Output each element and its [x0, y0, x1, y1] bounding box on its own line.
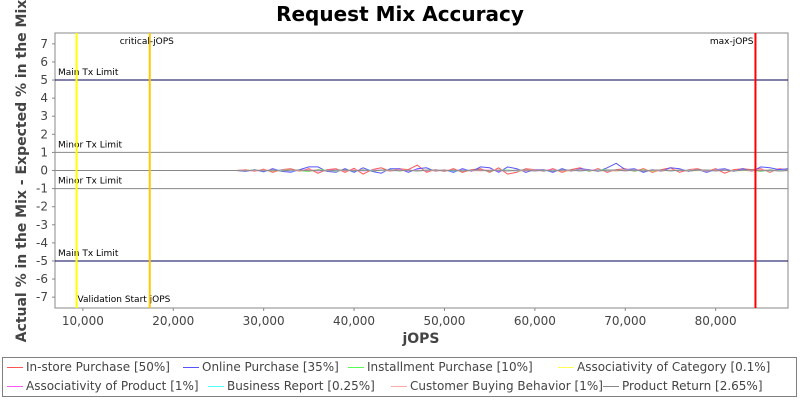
legend-item-installment-purchase-10: Installment Purchase [10%] — [348, 358, 533, 376]
x-axis-label: jOPS — [401, 331, 439, 347]
legend-item-associativity-of-category-0-1: Associativity of Category [0.1%] — [558, 358, 770, 376]
series-line-product-return-2-65 — [55, 169, 789, 172]
x-tick-label: 60,000 — [514, 314, 556, 328]
y-tick-label: 1 — [40, 145, 48, 159]
legend-item-in-store-purchase-50: In-store Purchase [50%] — [7, 358, 170, 376]
legend-swatch — [391, 386, 407, 387]
legend-label: Installment Purchase [10%] — [367, 360, 533, 374]
y-tick-label: -4 — [36, 236, 48, 250]
y-tick-label: 0 — [40, 164, 48, 178]
y-tick-label: -6 — [36, 272, 48, 286]
y-tick-label: -2 — [36, 200, 48, 214]
y-axis-label: Actual % in the Mix - Expected % in the … — [14, 0, 30, 342]
y-tick-label: -7 — [36, 290, 48, 304]
y-tick-label: 6 — [40, 55, 48, 69]
legend-swatch — [7, 367, 23, 368]
legend-swatch — [7, 386, 23, 387]
legend-item-business-report-0-25: Business Report [0.25%] — [208, 377, 375, 395]
reference-line-label: Minor Tx Limit — [58, 140, 123, 150]
legend-swatch — [348, 367, 364, 368]
legend-item-associativity-of-product-1: Associativity of Product [1%] — [7, 377, 199, 395]
legend-label: Business Report [0.25%] — [227, 379, 375, 393]
legend-swatch — [603, 386, 619, 387]
y-tick-label: -3 — [36, 218, 48, 232]
x-tick-label: 10,000 — [62, 314, 104, 328]
legend-item-customer-buying-behavior-1: Customer Buying Behavior [1%] — [391, 377, 603, 395]
x-tick-label: 20,000 — [152, 314, 194, 328]
legend-item-product-return-2-65: Product Return [2.65%] — [603, 377, 763, 395]
marker-label-critical-jops: critical-jOPS — [120, 37, 174, 47]
marker-label-max-jops: max-jOPS — [710, 37, 754, 47]
legend-label: Product Return [2.65%] — [622, 379, 763, 393]
y-tick-label: 3 — [40, 109, 48, 123]
x-tick-label: 70,000 — [604, 314, 646, 328]
y-tick-label: -5 — [36, 254, 48, 268]
y-tick-label: -1 — [36, 182, 48, 196]
legend-swatch — [183, 367, 199, 368]
legend-label: In-store Purchase [50%] — [26, 360, 170, 374]
chart-title: Request Mix Accuracy — [276, 2, 524, 26]
legend-label: Customer Buying Behavior [1%] — [410, 379, 603, 393]
reference-line-label: Minor Tx Limit — [58, 177, 123, 187]
legend-swatch — [208, 386, 224, 387]
legend-swatch — [558, 367, 574, 368]
y-tick-label: 2 — [40, 127, 48, 141]
legend-label: Online Purchase [35%] — [202, 360, 339, 374]
x-tick-label: 80,000 — [695, 314, 737, 328]
legend-label: Associativity of Product [1%] — [26, 379, 199, 393]
x-tick-label: 30,000 — [243, 314, 285, 328]
reference-line-label: Main Tx Limit — [58, 68, 119, 78]
x-tick-label: 40,000 — [333, 314, 375, 328]
y-tick-label: 7 — [40, 37, 48, 51]
legend: In-store Purchase [50%] Online Purchase [… — [2, 357, 797, 397]
legend-item-online-purchase-35: Online Purchase [35%] — [183, 358, 339, 376]
x-tick-label: 50,000 — [423, 314, 465, 328]
marker-label-validation-start-jops: Validation Start jOPS — [78, 295, 171, 305]
reference-line-label: Main Tx Limit — [58, 249, 119, 259]
y-tick-label: 4 — [40, 91, 48, 105]
legend-label: Associativity of Category [0.1%] — [577, 360, 771, 374]
y-tick-label: 5 — [40, 73, 48, 87]
